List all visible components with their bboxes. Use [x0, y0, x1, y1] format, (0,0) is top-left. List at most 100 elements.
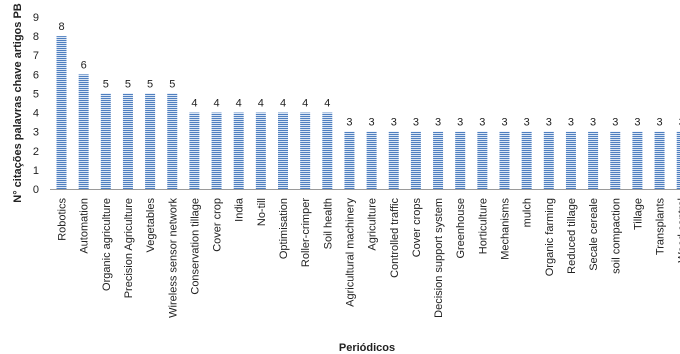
category-label: Weed control [677, 198, 680, 263]
category-label: Agriculture [367, 198, 379, 251]
category-label: Vegetables [145, 198, 157, 253]
data-label: 4 [213, 98, 219, 110]
data-label: 8 [58, 21, 64, 33]
bar [455, 131, 466, 189]
data-label: 3 [501, 117, 507, 129]
category-label: Agricultural machinery [344, 198, 356, 307]
bars [56, 36, 680, 189]
bar [278, 112, 288, 189]
data-label: 3 [634, 117, 640, 129]
category-label: Transplants [655, 198, 667, 256]
bar [477, 131, 488, 189]
y-tick-label: 3 [33, 127, 39, 139]
category-label: Wireless sensor network [167, 198, 179, 318]
bar [167, 93, 178, 189]
y-tick-label: 7 [33, 50, 39, 62]
category-label: Cover crop [212, 198, 224, 252]
category-label: mulch [522, 198, 534, 227]
data-label: 6 [81, 59, 87, 71]
data-label: 3 [413, 117, 419, 129]
category-label: Mechanisms [500, 198, 512, 260]
data-label: 3 [479, 117, 485, 129]
x-axis-title: Periódicos [339, 342, 395, 354]
category-label: Automation [79, 198, 91, 254]
data-label: 3 [590, 117, 596, 129]
data-label: 3 [546, 117, 552, 129]
category-label: soil compaction [610, 198, 622, 274]
y-tick-label: 5 [33, 88, 39, 100]
bar [255, 112, 266, 189]
bar [543, 131, 554, 189]
bar [610, 131, 621, 189]
data-label: 5 [125, 78, 131, 90]
category-label: Robotics [57, 198, 69, 241]
category-labels: Robotics Automation Organic agriculture Pre… [57, 197, 680, 318]
bar [344, 131, 355, 189]
bar [322, 112, 333, 189]
y-tick-label: 2 [33, 146, 39, 158]
bar [78, 74, 89, 189]
bar [499, 131, 510, 189]
bar [521, 131, 532, 189]
data-label: 5 [147, 78, 153, 90]
bar [433, 131, 444, 189]
bar [300, 112, 311, 189]
bar [56, 36, 67, 189]
data-label: 5 [103, 78, 109, 90]
bar [676, 131, 680, 189]
data-label: 4 [191, 98, 197, 110]
data-label: 3 [369, 117, 375, 129]
category-label: Soil health [322, 198, 334, 249]
data-label: 3 [391, 117, 397, 129]
category-label: Greenhouse [455, 198, 467, 259]
data-label: 3 [568, 117, 574, 129]
category-label: Tillage [632, 198, 644, 230]
data-label: 3 [679, 117, 680, 129]
bar [211, 112, 222, 189]
category-label: Conservation tillage [189, 198, 201, 295]
bar [410, 131, 421, 189]
data-label: 3 [524, 117, 530, 129]
y-axis-ticks: 0 1 2 3 4 5 6 7 8 9 [33, 12, 39, 196]
data-labels: 8 6 5 5 5 5 4 4 4 4 4 4 4 3 3 3 3 3 3 3 3 3 3 3 3 3 3 3 3 [58, 21, 680, 129]
category-label: Horticulture [477, 198, 489, 254]
y-axis-title: N° citações palavras chave artigos PB [12, 3, 24, 202]
category-label: Cover crops [411, 198, 423, 258]
bar [189, 112, 200, 189]
bar [654, 131, 665, 189]
data-label: 4 [280, 98, 286, 110]
category-label: Decision support system [433, 198, 445, 318]
y-tick-label: 0 [33, 184, 39, 196]
category-label: Organic agriculture [101, 198, 113, 291]
category-label: Roller-crimper [300, 198, 312, 267]
data-label: 3 [457, 117, 463, 129]
bar [565, 131, 576, 189]
y-tick-label: 8 [33, 31, 39, 43]
bar [388, 131, 399, 189]
category-label: Secale cereale [588, 198, 600, 271]
data-label: 4 [258, 98, 264, 110]
data-label: 3 [435, 117, 441, 129]
data-label: 5 [169, 78, 175, 90]
data-label: 4 [236, 98, 242, 110]
category-label: India [234, 197, 246, 222]
bar [122, 93, 133, 189]
data-label: 3 [346, 117, 352, 129]
data-label: 3 [656, 117, 662, 129]
y-tick-label: 9 [33, 12, 39, 24]
y-tick-label: 6 [33, 69, 39, 81]
data-label: 4 [302, 98, 308, 110]
category-label: Optimisation [278, 198, 290, 259]
bar [366, 131, 377, 189]
category-label: Precision Agriculture [123, 198, 135, 298]
data-label: 3 [612, 117, 618, 129]
bar [233, 112, 244, 189]
data-label: 4 [324, 98, 330, 110]
category-label: Reduced tillage [566, 198, 578, 274]
y-tick-label: 1 [33, 165, 39, 177]
bar [632, 131, 643, 189]
category-label: Controlled traffic [389, 198, 401, 278]
category-label: No-till [256, 198, 268, 226]
y-tick-label: 4 [33, 108, 39, 120]
